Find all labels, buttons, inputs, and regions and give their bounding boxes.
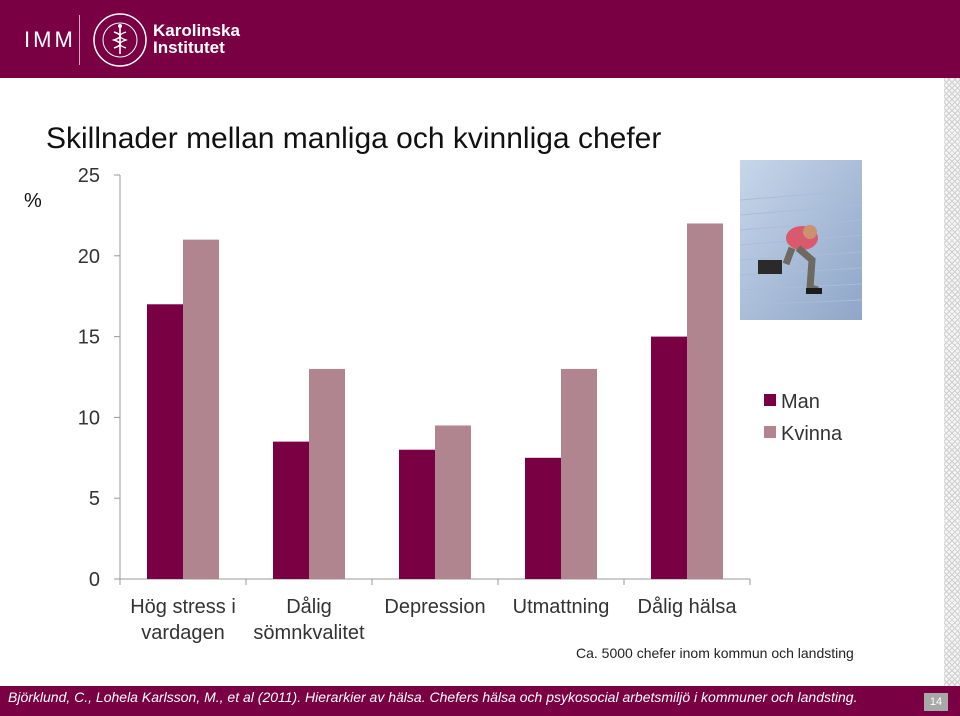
bar-man [525,457,561,579]
legend-swatch-kvinna [764,426,776,438]
stressed-man-photo [740,160,862,320]
y-axis-label: % [24,190,42,212]
org-name-line2: Institutet [153,38,225,57]
x-tick-label: Utmattning [513,596,610,618]
decorative-side-strip [944,78,960,686]
x-tick-label: Depression [384,596,485,618]
y-tick-label: 0 [89,569,100,591]
y-tick-labels: 0 5 10 15 20 25 [78,165,100,591]
x-tick-label: Dålig hälsa [638,596,738,618]
bar-kvinna [561,368,597,579]
bar-man [147,304,183,579]
legend-label-kvinna: Kvinna [781,423,843,445]
header-bar: IMM Karolinska Institutet [0,0,960,78]
legend-swatch-man [764,394,776,406]
karolinska-seal-icon [93,13,147,67]
bar-man [651,336,687,579]
y-tick-label: 25 [78,165,100,187]
x-tick-labels: Hög stress i vardagen Dålig sömnkvalitet Dep… [130,596,737,644]
slide-title: Skillnader mellan manliga och kvinnliga … [46,122,662,155]
bar-man [273,441,309,579]
bar-kvinna [687,223,723,580]
sample-note: Ca. 5000 chefer inom kommun och landstin… [576,645,854,661]
bar-kvinna [309,368,345,579]
bar-kvinna [183,239,219,579]
y-tick-label: 5 [89,488,100,510]
legend-label-man: Man [781,391,820,413]
bar-kvinna [435,425,471,579]
footer-bar [0,686,960,716]
chart-legend: Man Kvinna [764,391,843,445]
y-tick-label: 15 [78,327,100,349]
org-name-line1: Karolinska [153,21,240,40]
y-tick-label: 10 [78,407,100,429]
citation-text: Björklund, C., Lohela Karlsson, M., et a… [8,689,858,705]
x-tick-label: Hög stress i vardagen [130,596,236,644]
chart-bars [147,223,723,580]
bar-man [399,449,435,579]
y-tick-label: 20 [78,246,100,268]
page-number: 14 [924,693,948,711]
org-name: Karolinska Institutet [153,22,240,56]
x-tick-label: Dålig sömnkvalitet [253,596,365,644]
header-divider [79,15,80,65]
dept-logo-text: IMM [24,27,76,52]
